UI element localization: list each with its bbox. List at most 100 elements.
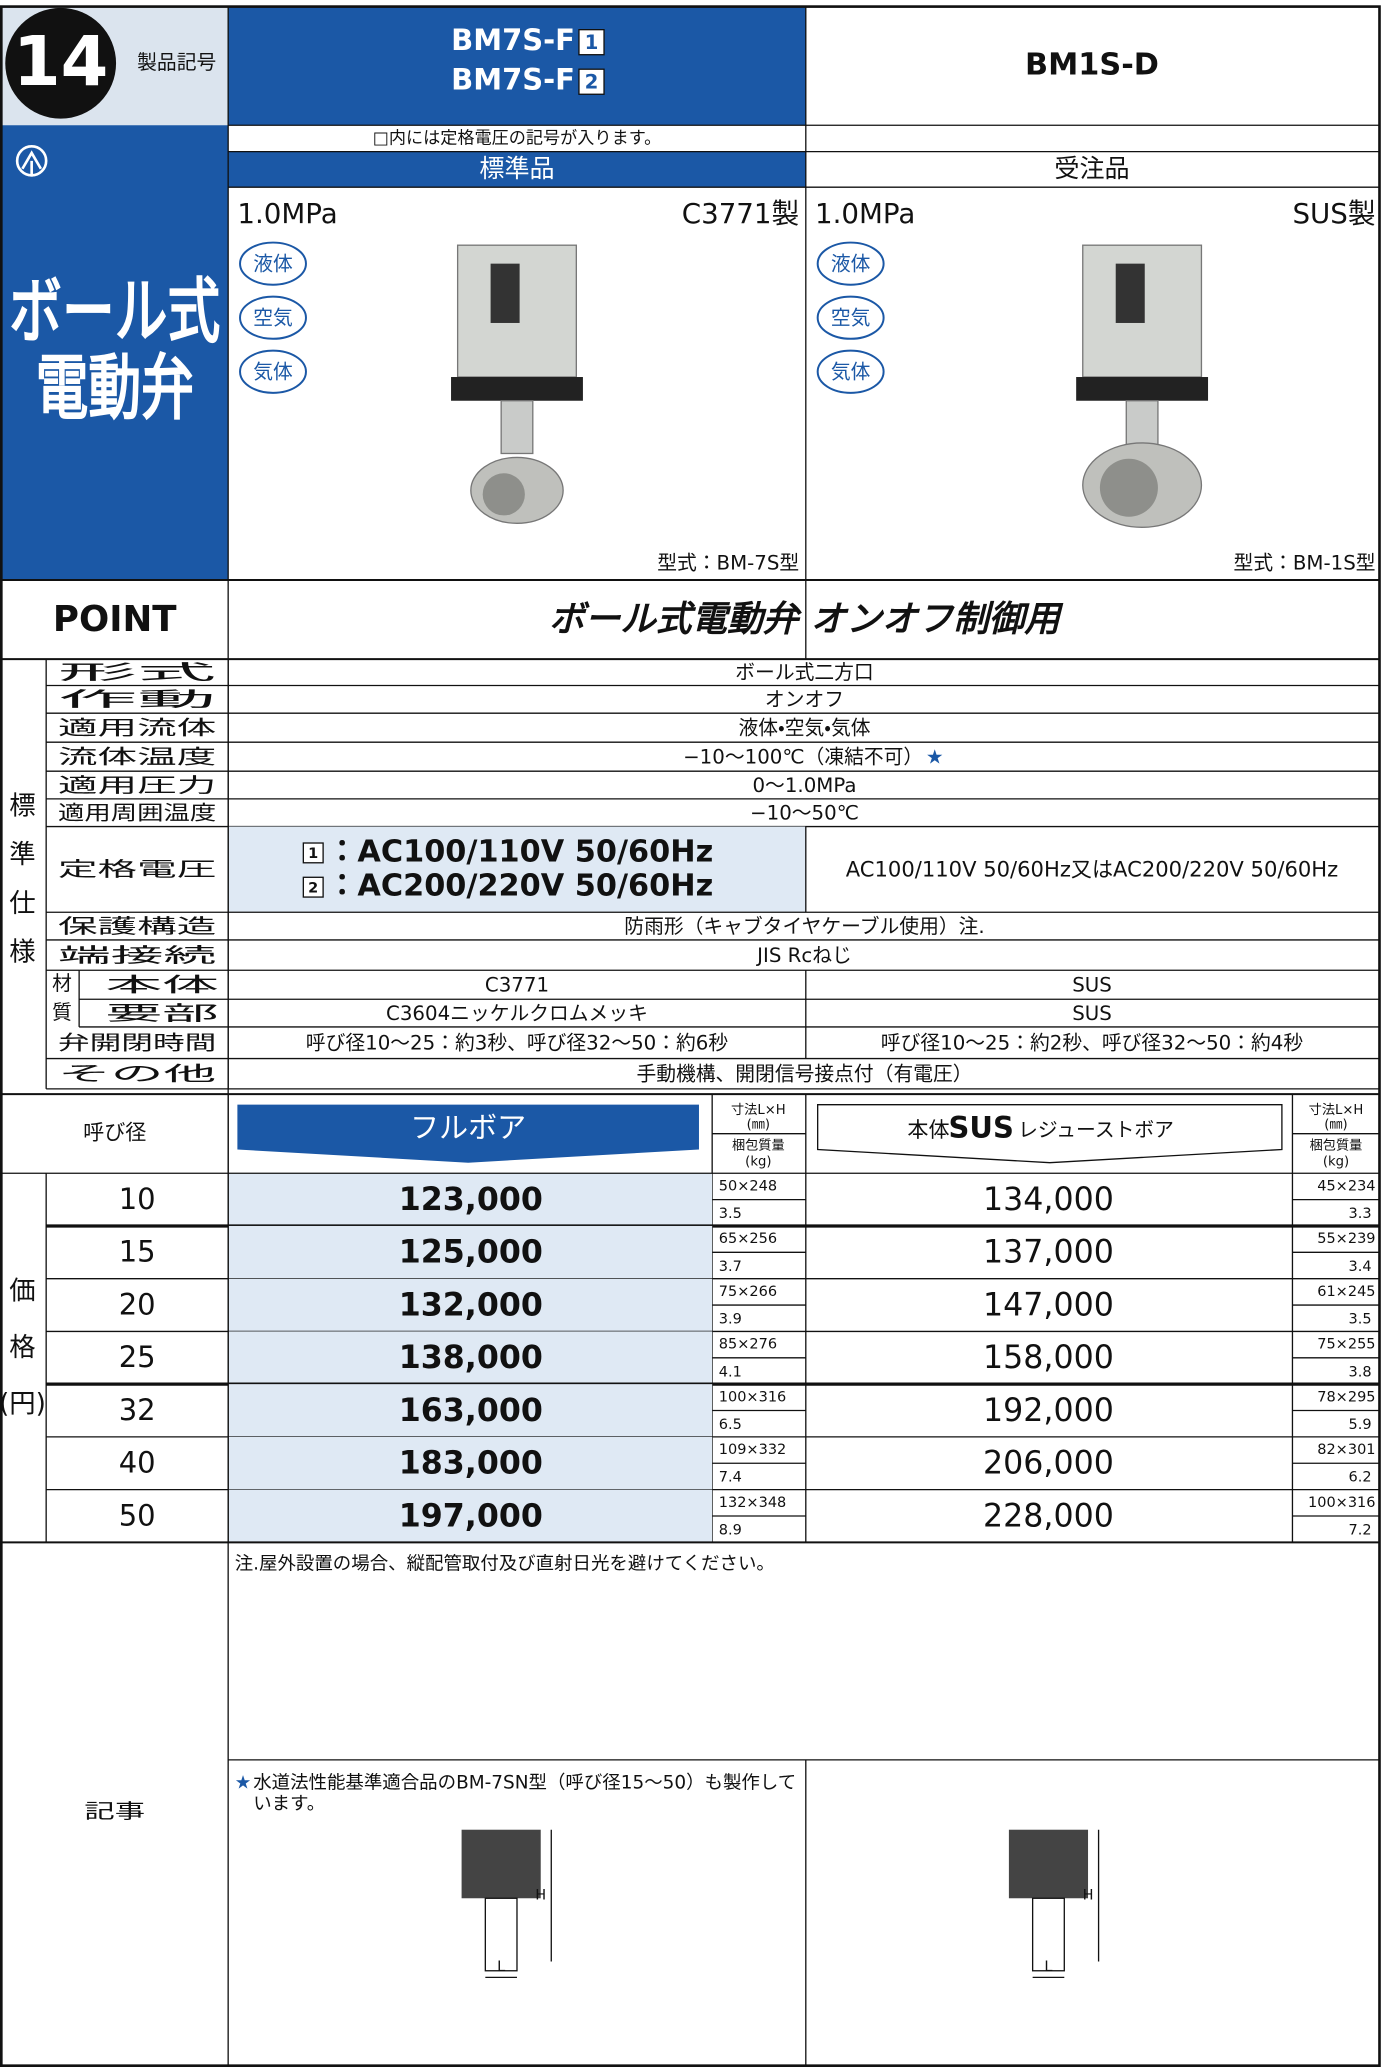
diagram-body xyxy=(1031,1897,1065,1972)
number-box xyxy=(302,842,324,864)
body-material: C3771製 xyxy=(682,197,799,230)
spec-label: 流体温度 xyxy=(58,745,216,768)
note: 注.屋外設置の場合、縦配管取付及び直射日光を避けてください。 xyxy=(235,1554,775,1575)
valve-plate xyxy=(1115,263,1145,323)
price: 132,000 xyxy=(399,1287,543,1323)
spec-label: 要部 xyxy=(106,1002,219,1025)
group-label: 格 xyxy=(9,1333,35,1363)
model-code: BM7S-F xyxy=(451,23,575,57)
frame xyxy=(0,5,1381,2067)
price: 192,000 xyxy=(983,1393,1114,1429)
price: 138,000 xyxy=(399,1340,543,1376)
spec-value: 手動機構、開閉信号接点付（有電圧） xyxy=(636,1063,972,1086)
cell-bg xyxy=(228,151,806,188)
dimension: 82×301 xyxy=(1317,1442,1375,1458)
dimension: 100×316 xyxy=(1308,1495,1376,1511)
price: 125,000 xyxy=(399,1235,543,1271)
spec-value: 0〜1.0MPa xyxy=(752,774,856,797)
valve-base xyxy=(451,377,583,401)
weight: 3.9 xyxy=(719,1312,742,1328)
dimension: 55×239 xyxy=(1317,1231,1375,1247)
star-mark: ★ xyxy=(926,745,944,768)
spec-value: AC100/110V 50/60Hz又はAC200/220V 50/60Hz xyxy=(846,857,1338,882)
price: 228,000 xyxy=(983,1498,1114,1534)
spec-label: その他 xyxy=(58,1063,217,1086)
spec-value: オンオフ xyxy=(765,688,844,711)
group-label: 質 xyxy=(52,1001,72,1024)
group-label: 様 xyxy=(9,938,35,968)
nominal-size: 10 xyxy=(119,1182,156,1216)
number-box xyxy=(578,29,605,56)
weight: 4.1 xyxy=(719,1364,742,1380)
spec-label: 定格電圧 xyxy=(58,858,216,881)
valve-base xyxy=(1076,377,1209,401)
fluid-badge xyxy=(816,241,885,286)
diagram-body xyxy=(484,1897,518,1972)
voltage-text: ：AC200/220V 50/60Hz xyxy=(327,869,713,904)
spec-label: 本体 xyxy=(106,974,220,997)
weight: 5.9 xyxy=(1349,1417,1372,1433)
weight-label: (kg) xyxy=(1323,1154,1349,1169)
dimension: 78×295 xyxy=(1317,1389,1375,1405)
weight-label: 梱包質量 xyxy=(1310,1138,1363,1154)
weight: 6.2 xyxy=(1349,1470,1372,1486)
cell-bg xyxy=(228,1384,713,1437)
fluid-badge xyxy=(239,349,307,394)
fluid: 液体 xyxy=(831,252,871,275)
price: 197,000 xyxy=(399,1498,543,1534)
dimension: 85×276 xyxy=(719,1337,777,1353)
weight: 3.5 xyxy=(719,1206,742,1222)
cell-bg xyxy=(228,1436,713,1490)
weight: 7.2 xyxy=(1349,1522,1372,1538)
spec-value: 防雨形（キャブタイヤケーブル使用）注. xyxy=(624,915,984,938)
cell-bg xyxy=(228,1489,713,1543)
model-caption: 型式：BM-7S型 xyxy=(657,552,799,575)
fluid-badge xyxy=(816,295,885,340)
group-label: (円) xyxy=(0,1390,46,1420)
valve-stem xyxy=(500,400,534,455)
spec-label: 適用流体 xyxy=(58,716,217,739)
dimension: 75×266 xyxy=(719,1284,777,1300)
header-note: □内には定格電圧の記号が入ります。 xyxy=(373,128,662,148)
fluid: 空気 xyxy=(253,307,293,330)
price: 206,000 xyxy=(983,1446,1114,1482)
spec-label: 端接続 xyxy=(58,944,217,967)
fluid: 気体 xyxy=(253,361,293,384)
badge-number: 14 xyxy=(13,22,108,102)
spec-label: 弁開閉時間 xyxy=(58,1032,216,1055)
weight-label: (kg) xyxy=(745,1154,771,1169)
number-box xyxy=(302,876,324,898)
badge xyxy=(5,7,117,119)
reduced-material: SUS xyxy=(949,1111,1014,1145)
cell-bg xyxy=(228,826,806,913)
symbol-icon xyxy=(21,150,43,177)
fluid-badge xyxy=(239,241,307,286)
fluid: 気体 xyxy=(831,361,871,384)
cell-bg xyxy=(228,1225,713,1279)
diagram-label: H xyxy=(1083,1888,1094,1904)
full-bore: フルボア xyxy=(410,1111,526,1145)
boxed-number: 2 xyxy=(585,71,599,94)
group-label: 材 xyxy=(52,972,72,995)
reduced-bore: レジューストボア xyxy=(1018,1119,1174,1142)
pressure: 1.0MPa xyxy=(237,197,337,230)
note: います。 xyxy=(253,1794,325,1815)
weight: 8.9 xyxy=(719,1522,742,1538)
valve-plate xyxy=(490,263,520,323)
cell-bg xyxy=(0,125,229,581)
nominal-size: 25 xyxy=(119,1340,156,1374)
spec-value: SUS xyxy=(1072,974,1112,997)
nominal-size: 20 xyxy=(119,1287,156,1321)
spec-value: JIS Rcねじ xyxy=(755,944,852,967)
product-title: ボール式 xyxy=(9,270,220,353)
voltage-text: ：AC100/110V 50/60Hz xyxy=(327,834,713,869)
dimension: 61×245 xyxy=(1317,1284,1375,1300)
dim-label: (㎜) xyxy=(747,1117,770,1132)
size-label: 呼び径 xyxy=(83,1120,146,1145)
weight: 3.7 xyxy=(719,1259,742,1275)
pressure: 1.0MPa xyxy=(815,197,915,230)
product-title: 電動弁 xyxy=(36,346,194,429)
cell-bg xyxy=(228,6,806,126)
dimension: 109×332 xyxy=(719,1442,787,1458)
